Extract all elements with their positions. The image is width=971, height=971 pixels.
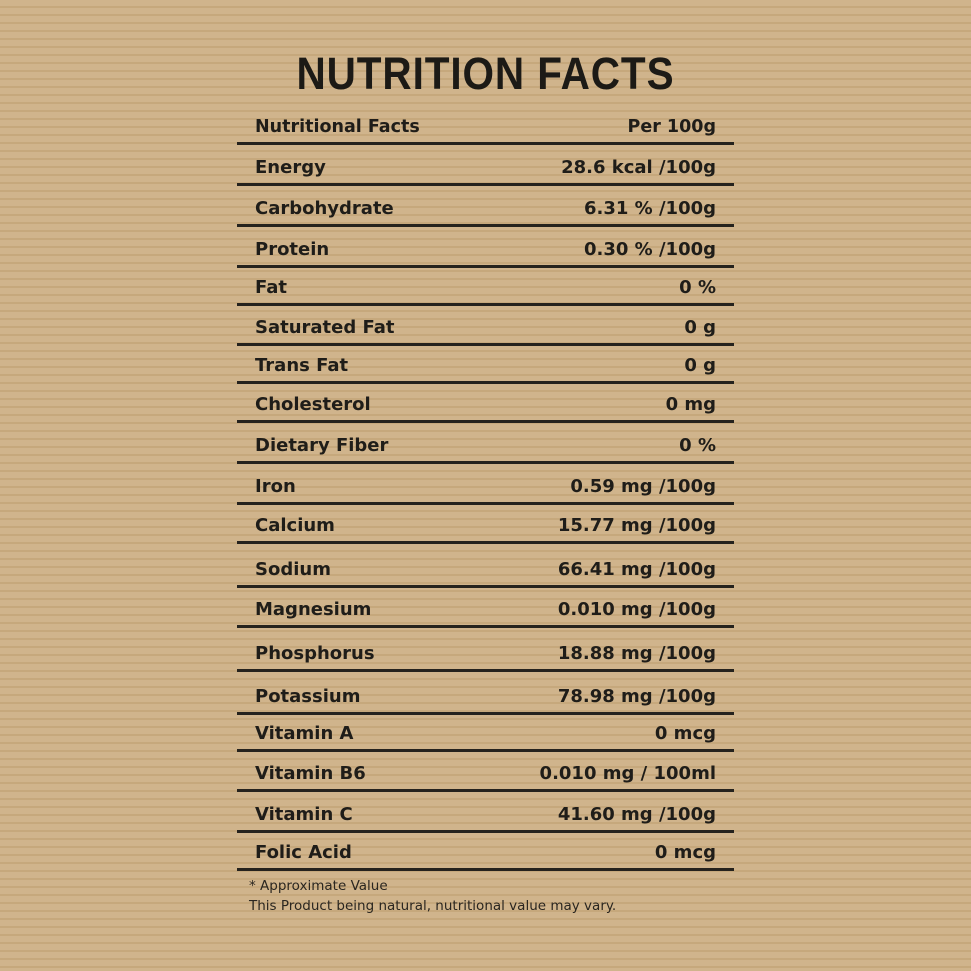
nutrient-label: Carbohydrate [255, 198, 394, 219]
footnote: * Approximate Value This Product being n… [249, 876, 616, 916]
nutrient-value: 0.59 mg /100g [570, 476, 716, 497]
table-row: Folic Acid 0 mcg [237, 833, 734, 871]
nutrient-value: 0.010 mg / 100ml [539, 763, 716, 784]
nutrient-value: 0 mg [665, 394, 716, 415]
nutrient-label: Calcium [255, 515, 335, 536]
table-row: Cholesterol 0 mg [237, 384, 734, 423]
nutrient-label: Potassium [255, 686, 361, 707]
nutrient-label: Vitamin A [255, 723, 354, 744]
header-label: Nutritional Facts [255, 117, 420, 137]
table-row: Iron 0.59 mg /100g [237, 464, 734, 505]
nutrient-label: Magnesium [255, 599, 372, 620]
table-row: Sodium 66.41 mg /100g [237, 544, 734, 588]
table-row: Potassium 78.98 mg /100g [237, 672, 734, 715]
nutrient-value: 66.41 mg /100g [557, 559, 716, 580]
nutrient-value: 0.30 % /100g [583, 239, 716, 260]
nutrient-label: Vitamin C [255, 804, 353, 825]
nutrient-value: 78.98 mg /100g [557, 686, 716, 707]
nutrient-value: 41.60 mg /100g [557, 804, 716, 825]
nutrient-label: Phosphorus [255, 643, 375, 664]
nutrient-value: 6.31 % /100g [583, 198, 716, 219]
table-row: Vitamin A 0 mcg [237, 715, 734, 752]
footnote-disclaimer: This Product being natural, nutritional … [249, 898, 617, 914]
nutrient-label: Iron [255, 476, 296, 497]
nutrient-value: 0 mcg [654, 723, 716, 744]
footnote-approximate: * Approximate Value [249, 878, 388, 894]
nutrient-value: 18.88 mg /100g [557, 643, 716, 664]
nutrient-label: Fat [255, 277, 287, 298]
table-row: Saturated Fat 0 g [237, 306, 734, 346]
table-row: Protein 0.30 % /100g [237, 227, 734, 268]
table-row: Energy 28.6 kcal /100g [237, 145, 734, 186]
nutrient-value: 0 mcg [654, 842, 716, 863]
nutrient-value: 28.6 kcal /100g [561, 157, 716, 178]
nutrient-value: 15.77 mg /100g [557, 515, 716, 536]
nutrient-value: 0 g [684, 317, 716, 338]
nutrient-label: Trans Fat [255, 355, 349, 376]
table-row: Trans Fat 0 g [237, 346, 734, 384]
nutrient-value: 0 g [684, 355, 716, 376]
nutrient-label: Cholesterol [255, 394, 371, 415]
table-row: Carbohydrate 6.31 % /100g [237, 186, 734, 227]
nutrient-label: Dietary Fiber [255, 435, 389, 456]
table-header-row: Nutritional Facts Per 100g [237, 101, 734, 145]
nutrient-label: Vitamin B6 [255, 763, 366, 784]
table-row: Vitamin B6 0.010 mg / 100ml [237, 752, 734, 792]
nutrient-value: 0.010 mg /100g [557, 599, 716, 620]
table-row: Phosphorus 18.88 mg /100g [237, 628, 734, 672]
nutrition-table: Nutritional Facts Per 100g Energy 28.6 k… [237, 101, 734, 871]
table-row: Magnesium 0.010 mg /100g [237, 588, 734, 628]
nutrient-label: Saturated Fat [255, 317, 395, 338]
table-row: Fat 0 % [237, 268, 734, 306]
nutrient-label: Protein [255, 239, 330, 260]
nutrient-label: Sodium [255, 559, 331, 580]
table-row: Dietary Fiber 0 % [237, 423, 734, 464]
header-value: Per 100g [627, 117, 716, 137]
nutrient-label: Folic Acid [255, 842, 352, 863]
table-row: Vitamin C 41.60 mg /100g [237, 792, 734, 833]
table-row: Calcium 15.77 mg /100g [237, 505, 734, 544]
nutrient-label: Energy [255, 157, 326, 178]
nutrient-value: 0 % [679, 435, 716, 456]
page-title: NUTRITION FACTS [296, 48, 675, 99]
nutrient-value: 0 % [679, 277, 716, 298]
